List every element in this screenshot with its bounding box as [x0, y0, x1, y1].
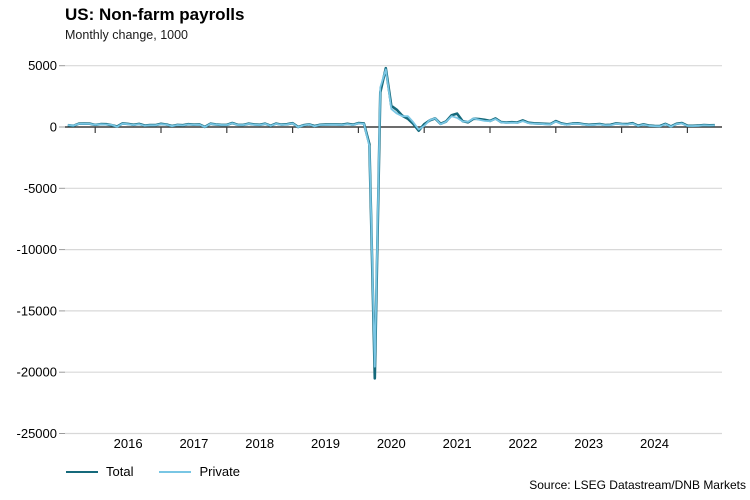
series-line-total	[67, 66, 715, 380]
y-axis-label: 0	[50, 120, 57, 135]
y-axis-label: -15000	[17, 303, 57, 318]
chart-legend: Total Private	[66, 464, 240, 479]
x-axis-label: 2024	[640, 436, 669, 451]
x-axis-label: 2021	[443, 436, 472, 451]
y-axis-label: -5000	[24, 181, 57, 196]
x-axis-label: 2023	[574, 436, 603, 451]
private-line-swatch	[159, 470, 192, 473]
x-axis-label: 2018	[245, 436, 274, 451]
x-axis-label: 2020	[377, 436, 406, 451]
y-axis-label: -25000	[17, 426, 57, 441]
y-axis-label: 5000	[28, 58, 57, 73]
x-axis-label: 2019	[311, 436, 340, 451]
x-axis-label: 2017	[179, 436, 208, 451]
chart-subtitle: Monthly change, 1000	[65, 28, 189, 42]
legend-item-private: Private	[159, 464, 240, 479]
series-line-private	[67, 68, 715, 368]
legend-item-total: Total	[66, 464, 133, 479]
total-line-swatch	[66, 470, 98, 473]
legend-label-private: Private	[199, 464, 240, 479]
source-attribution: Source: LSEG Datastream/DNB Markets	[529, 478, 746, 492]
chart-title: US: Non-farm payrolls	[65, 5, 245, 24]
x-axis-label: 2016	[114, 436, 143, 451]
y-axis-label: -10000	[17, 242, 57, 257]
x-axis-label: 2022	[508, 436, 537, 451]
legend-label-total: Total	[106, 464, 134, 479]
y-axis-label: -20000	[17, 365, 57, 380]
